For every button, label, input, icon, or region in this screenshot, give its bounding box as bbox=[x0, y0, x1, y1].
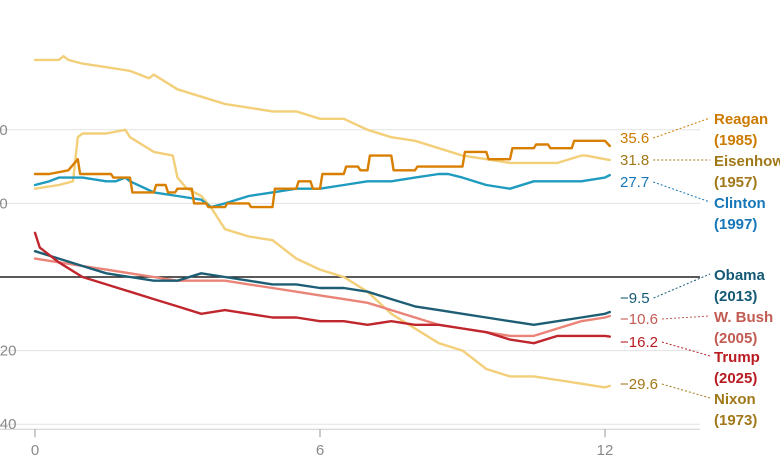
series-line-eisenhower bbox=[33, 55, 611, 165]
series-line-nixon bbox=[33, 128, 611, 389]
end-value-clinton: 27.7 bbox=[620, 174, 649, 191]
series-year-w-bush: (2005) bbox=[714, 330, 757, 347]
end-value-w-bush: −10.6 bbox=[620, 311, 658, 328]
y-tick-label: 40 bbox=[0, 122, 8, 139]
series-name-clinton: Clinton bbox=[714, 195, 766, 212]
series-line-trump bbox=[33, 231, 611, 345]
label-connector bbox=[653, 181, 711, 203]
end-value-nixon: −29.6 bbox=[620, 376, 658, 393]
series-name-obama: Obama bbox=[714, 267, 766, 284]
y-tick-label: 20 bbox=[0, 195, 8, 212]
label-connector bbox=[661, 383, 711, 399]
series-year-reagan: (1985) bbox=[714, 132, 757, 149]
series-year-trump: (2025) bbox=[714, 370, 757, 387]
y-tick-label: −20 bbox=[0, 343, 16, 360]
series-name-nixon: Nixon bbox=[714, 391, 756, 408]
label-connector bbox=[661, 315, 711, 320]
end-value-obama: −9.5 bbox=[620, 290, 650, 307]
series-line-obama bbox=[33, 249, 611, 326]
end-value-eisenhower: 31.8 bbox=[620, 152, 649, 169]
y-tick-label: −40 bbox=[0, 416, 16, 433]
series-lines bbox=[33, 55, 611, 389]
series-name-trump: Trump bbox=[714, 349, 760, 366]
series-labels: 35.6 Reagan (1985) 31.8 Eisenhower (1957) 27.7… bbox=[620, 111, 780, 429]
series-line-w-bush bbox=[33, 257, 611, 338]
label-connector bbox=[653, 117, 711, 139]
x-tick-label: 6 bbox=[316, 442, 324, 459]
series-year-clinton: (1997) bbox=[714, 216, 757, 233]
series-name-w-bush: W. Bush bbox=[714, 309, 773, 326]
end-value-reagan: 35.6 bbox=[620, 130, 649, 147]
series-line-reagan bbox=[33, 139, 611, 209]
series-year-obama: (2013) bbox=[714, 288, 757, 305]
end-value-trump: −16.2 bbox=[620, 334, 658, 351]
series-name-eisenhower: Eisenhower bbox=[714, 153, 780, 170]
series-year-nixon: (1973) bbox=[714, 412, 757, 429]
x-tick-label: 12 bbox=[597, 442, 614, 459]
x-tick-label: 0 bbox=[31, 442, 39, 459]
series-year-eisenhower: (1957) bbox=[714, 174, 757, 191]
series-name-reagan: Reagan bbox=[714, 111, 768, 128]
label-connector bbox=[661, 341, 711, 357]
